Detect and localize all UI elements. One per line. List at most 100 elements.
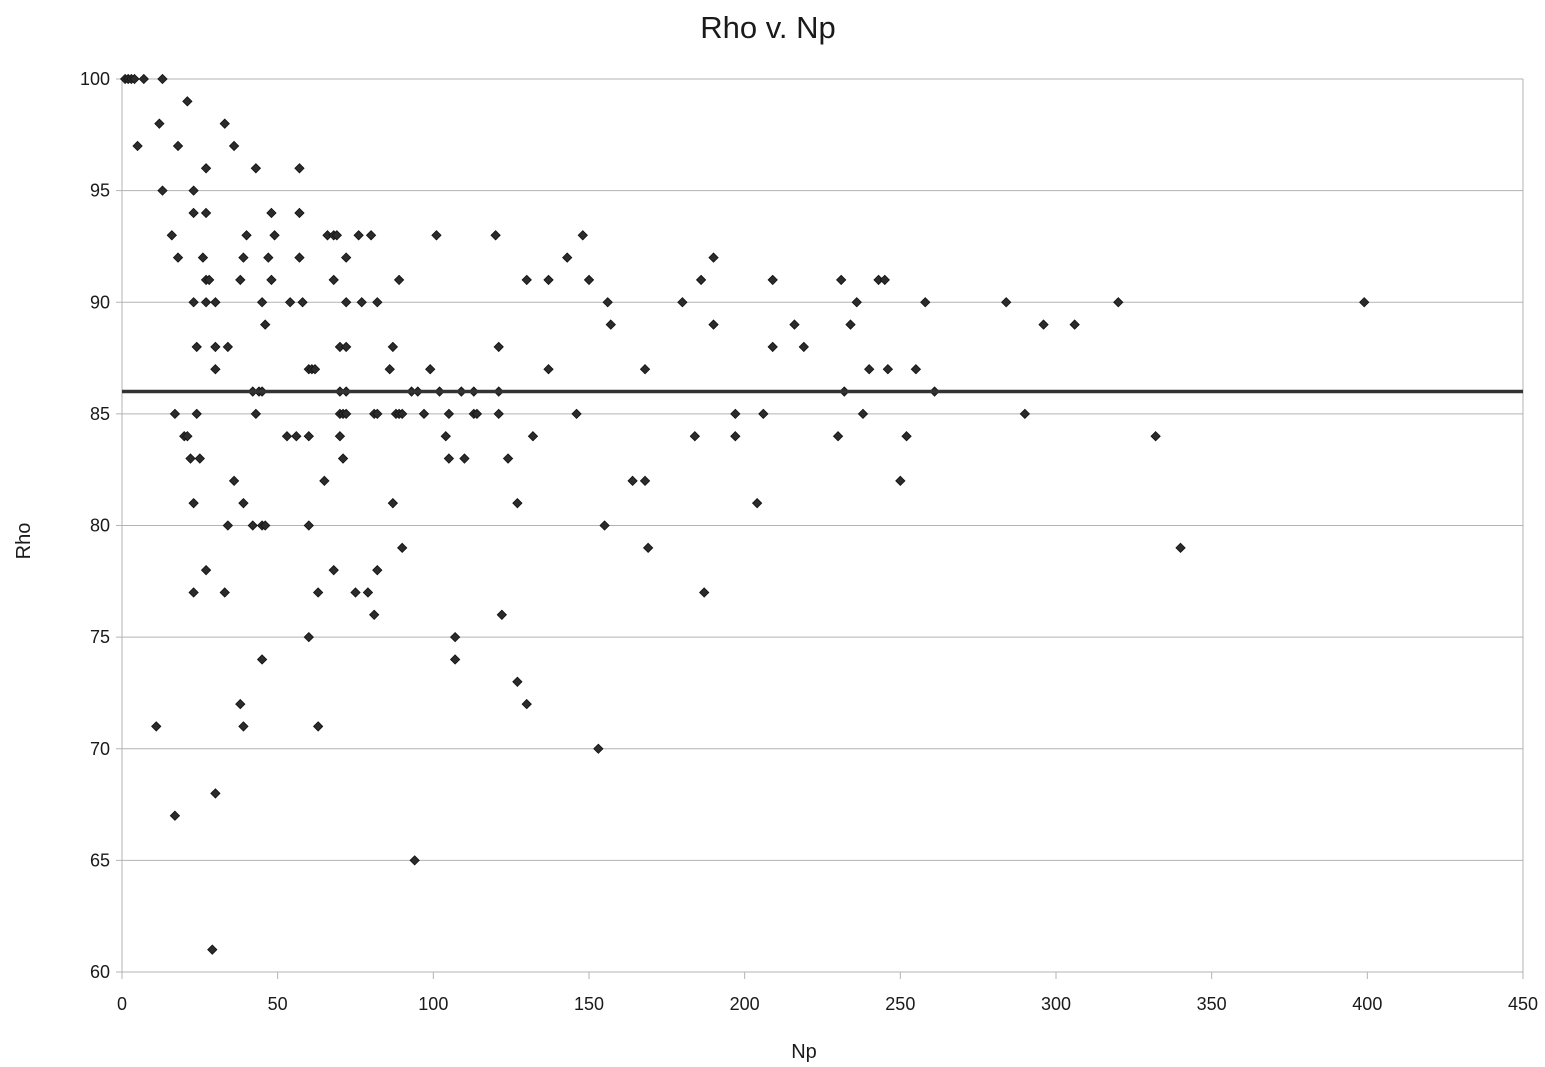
data-point [210,788,221,799]
data-point [291,431,302,442]
data-point [250,408,262,420]
data-point [303,631,314,643]
data-point [340,341,352,353]
data-point [235,274,246,286]
data-point [639,364,651,375]
data-point [182,431,193,442]
data-point [138,73,149,85]
data-point [154,118,165,129]
data-point [798,341,809,353]
grid-lines [122,78,1523,973]
x-tick-label: 400 [1352,994,1382,1014]
data-point [1113,297,1124,308]
data-point [238,252,249,263]
data-point [512,676,523,687]
data-point [699,587,710,598]
data-point [708,252,719,263]
x-tick-labels: 0 50 100 150 200 250 300 350 400 450 [117,994,1538,1014]
data-point [356,297,367,308]
data-point [599,520,610,531]
data-point [188,297,199,308]
data-point [449,654,461,665]
data-point [312,587,324,598]
data-point [910,364,922,375]
data-point [269,230,280,241]
data-point [730,408,741,420]
data-point [397,408,408,420]
data-point [188,207,199,219]
data-point [496,609,507,620]
y-tick-labels: 60 65 70 75 80 85 90 95 100 [80,69,110,982]
data-point [188,587,199,598]
data-point [266,207,277,219]
data-point [331,230,342,241]
data-point [340,252,352,263]
data-point [294,207,305,219]
data-point [758,408,769,420]
data-point [210,341,221,353]
x-tick-label: 100 [418,994,448,1014]
data-point [920,297,931,308]
data-point [319,475,330,487]
data-point [169,810,181,821]
data-point [166,230,177,241]
data-point [340,408,352,420]
data-point [832,431,844,442]
data-point [845,319,856,330]
data-point [207,944,218,955]
data-point [443,453,455,464]
data-point [1359,297,1370,308]
data-point [471,408,483,420]
x-tick-label: 150 [574,994,604,1014]
data-point [188,498,199,509]
data-point [256,654,268,665]
data-point [369,609,380,620]
data-point [527,431,539,442]
data-point [235,698,246,710]
data-point [334,431,346,442]
data-point [425,364,436,375]
data-point [238,498,249,509]
data-point [895,475,906,487]
data-point [365,230,377,241]
data-point [642,542,654,553]
data-point [172,140,184,152]
data-point [767,341,778,353]
data-point [222,341,234,353]
y-tick-label: 100 [80,69,110,89]
data-point [583,274,595,286]
data-point [493,341,504,353]
data-point [562,252,573,263]
y-tick-label: 85 [90,404,110,424]
data-point [418,408,430,420]
data-point [294,252,305,263]
data-point [182,96,193,107]
data-point [284,297,296,308]
data-point [247,520,258,531]
data-point [337,453,349,464]
data-point [129,73,140,85]
data-point [521,698,532,710]
data-point [730,431,741,442]
data-point [260,319,271,330]
data-point [543,364,554,375]
data-point [459,453,470,464]
data-point [1019,408,1031,420]
data-point [440,431,451,442]
data-point [303,520,314,531]
data-point [228,475,240,487]
data-point [340,297,352,308]
data-point [443,408,455,420]
data-point [879,274,890,286]
data-point [210,364,221,375]
y-tick-label: 80 [90,516,110,536]
data-point [309,364,321,375]
data-point [281,431,293,442]
data-point [1069,319,1080,330]
data-point [350,587,361,598]
chart-title: Rho v. Np [700,10,836,45]
data-point [708,319,719,330]
data-point [266,274,277,286]
data-point [882,364,894,375]
